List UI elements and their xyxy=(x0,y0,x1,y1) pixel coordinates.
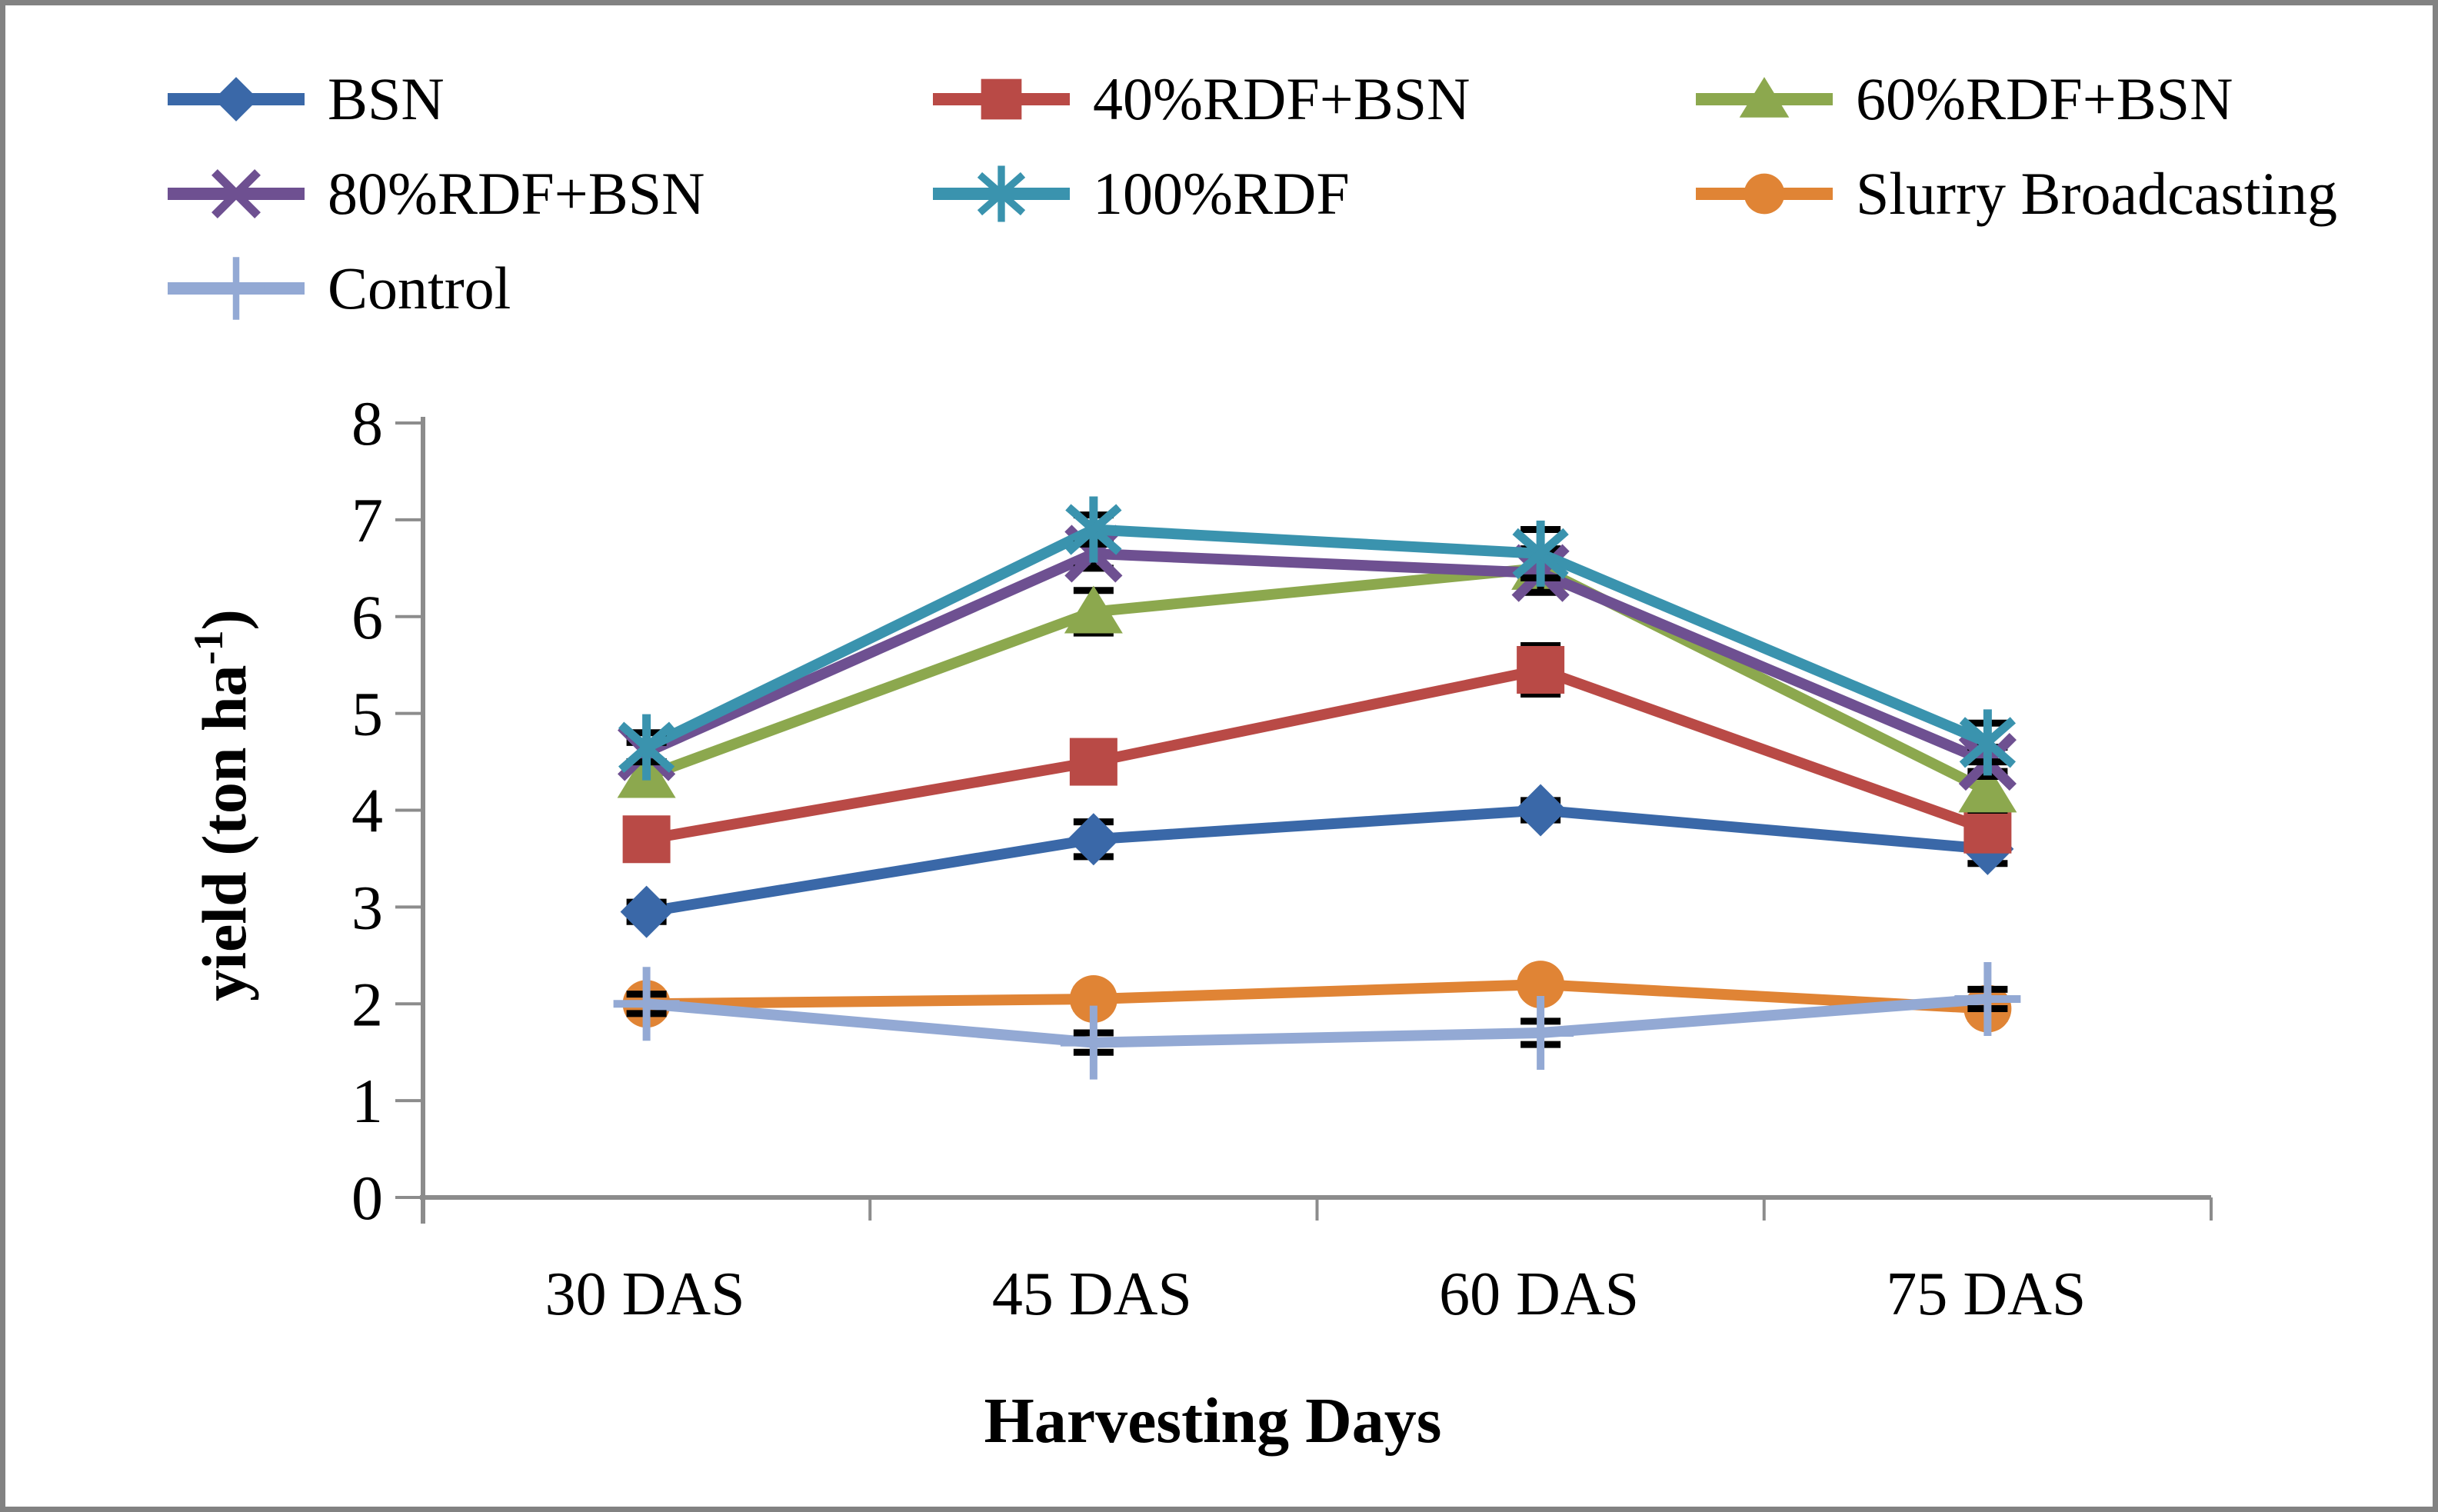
legend-item-60-rdf-bsn: 60%RDF+BSN xyxy=(1691,53,2233,145)
series-marker-slurry-broadcasting xyxy=(1069,974,1117,1023)
series-line-slurry-broadcasting xyxy=(646,979,1988,1014)
yield-line-chart: 0 1 2 3 4 5 6 7 8 30 DAS 45 DAS 60 DAS 75 DAS yield (… xyxy=(185,388,2213,1457)
legend-label: 100%RDF xyxy=(1093,160,1350,227)
legend-marker-100-rdf xyxy=(933,165,1070,222)
series-line-60-rdf-bsn xyxy=(644,562,1990,796)
legend-marker-shape xyxy=(981,78,1022,120)
series-line-40-rdf-bsn xyxy=(645,664,1990,845)
y-tick-label: 6 xyxy=(351,582,383,652)
series-marker-control xyxy=(1060,1005,1127,1080)
legend-item-control: Control xyxy=(163,242,511,335)
series-marker-slurry-broadcasting xyxy=(1517,961,1565,1009)
legend-marker-shape xyxy=(1739,77,1790,118)
series-line-bsn xyxy=(645,804,1988,918)
series-marker-40-rdf-bsn xyxy=(1069,738,1117,786)
y-tick-label: 0 xyxy=(351,1163,383,1233)
y-axis-title: yield (ton ha-1) xyxy=(185,609,259,1001)
legend-marker-control xyxy=(168,257,305,320)
legend-label: 80%RDF+BSN xyxy=(328,160,705,227)
x-category-label: 45 DAS xyxy=(992,1261,1192,1328)
series-marker-100-rdf xyxy=(618,714,675,781)
legend-item-slurry-broadcasting: Slurry Broadcasting xyxy=(1691,148,2337,240)
legend-marker-bsn xyxy=(168,77,305,122)
legend-marker-slurry-broadcasting xyxy=(1696,173,1833,215)
series-marker-100-rdf xyxy=(1065,496,1122,563)
legend-marker-shape xyxy=(211,169,261,218)
series-marker-control xyxy=(613,967,680,1041)
legend-marker-60-rdf-bsn xyxy=(1696,77,1833,118)
x-category-label: 60 DAS xyxy=(1439,1261,1639,1328)
x-category-label: 75 DAS xyxy=(1886,1261,2086,1328)
y-tick-label: 1 xyxy=(351,1066,383,1136)
y-tick-label: 7 xyxy=(351,485,383,555)
legend-label: 40%RDF+BSN xyxy=(1093,65,1470,132)
x-axis-title: Harvesting Days xyxy=(984,1385,1442,1457)
legend-marker-shape xyxy=(208,257,265,320)
series-marker-bsn xyxy=(1067,813,1120,866)
series-marker-40-rdf-bsn xyxy=(622,815,671,864)
series-marker-control xyxy=(1954,961,2021,1036)
y-tick-label: 5 xyxy=(351,679,383,749)
series-line-80-rdf-bsn xyxy=(644,548,1990,768)
series-marker-60-rdf-bsn xyxy=(1064,585,1123,634)
series-marker-control xyxy=(1507,996,1574,1071)
legend-item-bsn: BSN xyxy=(163,53,445,145)
legend-item-40-rdf-bsn: 40%RDF+BSN xyxy=(928,53,1470,145)
series-line-control xyxy=(646,993,1988,1048)
legend-item-100-rdf: 100%RDF xyxy=(928,148,1350,240)
series-marker-60-rdf-bsn xyxy=(1958,764,2017,813)
y-tick-label: 2 xyxy=(351,969,383,1039)
series-marker-bsn xyxy=(620,885,673,938)
legend-label: Slurry Broadcasting xyxy=(1856,160,2338,227)
legend-label: 60%RDF+BSN xyxy=(1856,65,2233,132)
y-tick-label: 3 xyxy=(351,872,383,942)
series-marker-100-rdf xyxy=(1512,520,1569,587)
legend-marker-80-rdf-bsn xyxy=(168,169,305,218)
legend: BSN 40%RDF+BSN 60%RDF+BSN 80%RDF+BSN 100%RDF… xyxy=(5,5,2433,359)
y-tick-label: 4 xyxy=(351,776,383,846)
x-category-label: 30 DAS xyxy=(545,1261,745,1328)
series-line-100-rdf xyxy=(644,524,1990,752)
legend-marker-shape xyxy=(1744,173,1785,215)
y-tick-label: 8 xyxy=(351,388,383,458)
series-marker-bsn xyxy=(1514,784,1567,837)
series-marker-40-rdf-bsn xyxy=(1963,805,2012,854)
legend-marker-40-rdf-bsn xyxy=(933,78,1070,120)
series-marker-100-rdf xyxy=(1959,709,2017,776)
legend-label: BSN xyxy=(328,65,445,132)
series-marker-40-rdf-bsn xyxy=(1517,645,1565,694)
legend-label: Control xyxy=(328,255,511,321)
legend-item-80-rdf-bsn: 80%RDF+BSN xyxy=(163,148,704,240)
legend-marker-shape xyxy=(977,165,1026,222)
